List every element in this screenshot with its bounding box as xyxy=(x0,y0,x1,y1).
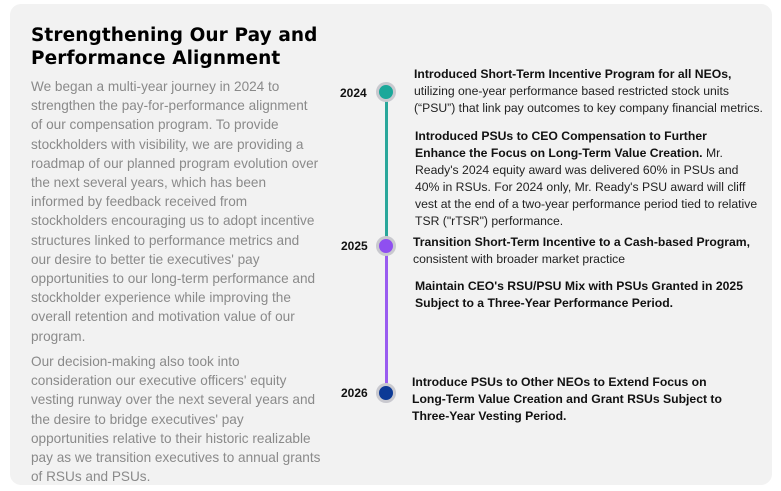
year-label-2025: 2025 xyxy=(341,239,368,253)
event-text: utilizing one-year performance based res… xyxy=(414,84,763,115)
timeline-event: Transition Short-Term Incentive to a Cas… xyxy=(413,234,765,268)
event-text: Mr. Ready's 2024 equity award was delive… xyxy=(415,146,758,228)
event-heading: Maintain CEO's RSU/PSU Mix with PSUs Gra… xyxy=(415,279,743,310)
event-heading: Introduced PSUs to CEO Compensation to F… xyxy=(415,129,707,160)
event-heading: Introduced Short-Term Incentive Program … xyxy=(414,67,732,81)
timeline-dot-2024-icon xyxy=(376,82,396,102)
event-text: consistent with broader market practice xyxy=(413,252,626,266)
timeline-event: Maintain CEO's RSU/PSU Mix with PSUs Gra… xyxy=(415,278,755,312)
timeline-event: Introduced PSUs to CEO Compensation to F… xyxy=(415,128,761,230)
year-label-2024: 2024 xyxy=(340,86,367,100)
timeline-line-2024 xyxy=(385,92,388,246)
timeline-event: Introduce PSUs to Other NEOs to Extend F… xyxy=(412,374,732,425)
intro-paragraph-1: We began a multi-year journey in 2024 to… xyxy=(31,79,319,344)
event-heading: Transition Short-Term Incentive to a Cas… xyxy=(413,235,751,249)
timeline-line-2025 xyxy=(385,246,388,393)
timeline-dot-2025-icon xyxy=(376,236,396,256)
year-label-2026: 2026 xyxy=(341,386,368,400)
intro-paragraph-2: Our decision-making also took into consi… xyxy=(31,354,321,485)
timeline-dot-2026-icon xyxy=(376,383,396,403)
event-heading: Introduce PSUs to Other NEOs to Extend F… xyxy=(412,375,722,423)
page-title: Strengthening Our Pay and Performance Al… xyxy=(31,25,318,69)
timeline-event: Introduced Short-Term Incentive Program … xyxy=(414,66,766,117)
